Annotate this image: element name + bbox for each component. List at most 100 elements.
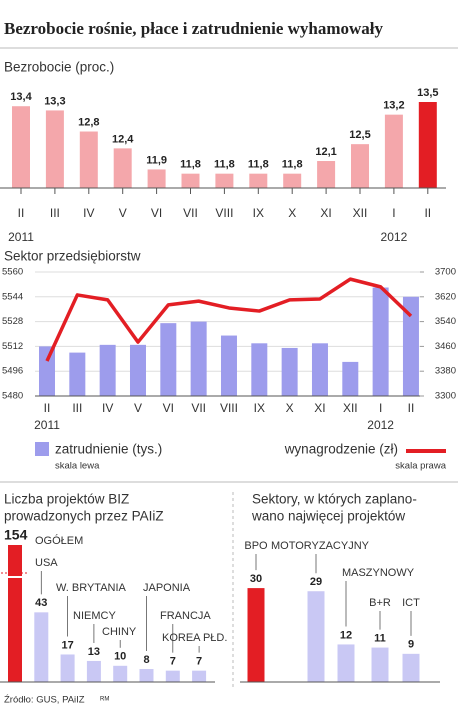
chart-title: Liczba projektów BIZ bbox=[4, 492, 129, 507]
x-tick-label: VIII bbox=[220, 401, 238, 415]
bar bbox=[165, 670, 180, 682]
value-label: 12,8 bbox=[78, 116, 99, 128]
value-label: 8 bbox=[143, 654, 149, 666]
x-tick-label: III bbox=[72, 401, 82, 415]
bar bbox=[79, 131, 98, 188]
bar bbox=[147, 169, 166, 188]
bar bbox=[418, 102, 437, 188]
category-label: ICT bbox=[402, 597, 420, 609]
y2-tick-label: 3380 bbox=[435, 366, 456, 377]
year-label: 2012 bbox=[381, 230, 408, 244]
line bbox=[45, 277, 413, 362]
value-label: 13,3 bbox=[44, 95, 65, 107]
x-tick-label: XII bbox=[353, 206, 368, 220]
value-label: 11,8 bbox=[248, 159, 269, 171]
x-tick-label: X bbox=[288, 206, 296, 220]
value-label: 11,8 bbox=[282, 159, 303, 171]
y2-tick-label: 3460 bbox=[435, 341, 456, 352]
x-tick-label: X bbox=[286, 401, 294, 415]
bar bbox=[249, 173, 268, 188]
value-label: 11,8 bbox=[180, 159, 201, 171]
x-tick-label: XI bbox=[320, 206, 331, 220]
bar bbox=[129, 344, 146, 396]
bar bbox=[371, 647, 389, 682]
bar bbox=[283, 173, 302, 188]
bar bbox=[384, 114, 403, 188]
bar bbox=[86, 660, 101, 682]
x-tick-label: I bbox=[392, 206, 395, 220]
chart-title: prowadzonych przez PAIiZ bbox=[4, 509, 164, 524]
bar bbox=[215, 173, 234, 188]
category-label: BPO bbox=[244, 540, 268, 552]
bar bbox=[342, 361, 359, 396]
value-label: 43 bbox=[35, 597, 47, 609]
value-label: 7 bbox=[170, 656, 176, 668]
x-tick-label: VIII bbox=[215, 206, 233, 220]
y2-tick-label: 3620 bbox=[435, 291, 456, 302]
x-tick-label: III bbox=[50, 206, 60, 220]
category-label: OGÓŁEM bbox=[35, 534, 83, 547]
bar bbox=[317, 161, 336, 188]
bar bbox=[307, 591, 325, 682]
bar bbox=[160, 323, 177, 396]
legend-note: skala lewa bbox=[55, 461, 100, 472]
bar bbox=[402, 296, 419, 396]
source: Źródło: GUS, PAiIZ bbox=[4, 695, 85, 706]
bar bbox=[181, 173, 200, 188]
y-tick-label: 5480 bbox=[2, 391, 23, 402]
bar bbox=[351, 144, 369, 188]
value-label: 154 bbox=[4, 527, 28, 543]
year-label: 2012 bbox=[367, 418, 394, 432]
y-tick-label: 5560 bbox=[2, 267, 23, 278]
x-tick-label: V bbox=[134, 401, 142, 415]
chart-title: Sektory, w których zaplano- bbox=[252, 492, 417, 507]
legend-note: skala prawa bbox=[395, 461, 446, 472]
category-label: FRANCJA bbox=[160, 610, 211, 622]
value-label: 12 bbox=[340, 629, 352, 641]
y2-tick-label: 3540 bbox=[435, 316, 456, 327]
category-label: CHINY bbox=[102, 626, 137, 638]
y2-tick-label: 3300 bbox=[435, 391, 456, 402]
category-label: MASZYNOWY bbox=[342, 567, 415, 579]
x-tick-label: VI bbox=[163, 401, 174, 415]
x-tick-label: VII bbox=[183, 206, 198, 220]
year-label: 2011 bbox=[8, 230, 34, 244]
y-tick-label: 5496 bbox=[2, 366, 23, 377]
value-label: 12,1 bbox=[315, 146, 336, 158]
bar bbox=[247, 588, 265, 682]
y2-tick-label: 3700 bbox=[435, 267, 456, 278]
value-label: 13,5 bbox=[417, 87, 438, 99]
legend-swatch bbox=[35, 442, 49, 456]
chart-title: wano najwięcej projektów bbox=[251, 509, 405, 524]
category-label: JAPONIA bbox=[143, 582, 191, 594]
bar bbox=[311, 343, 328, 396]
bar bbox=[39, 346, 55, 396]
x-tick-label: XII bbox=[343, 401, 358, 415]
bar bbox=[99, 344, 116, 396]
bar bbox=[113, 148, 132, 188]
value-label: 13,4 bbox=[10, 91, 32, 103]
year-label: 2011 bbox=[34, 418, 60, 432]
bar bbox=[113, 665, 128, 682]
title: Bezrobocie rośnie, płace i zatrudnienie … bbox=[4, 19, 384, 38]
bar bbox=[281, 347, 298, 396]
bar bbox=[45, 110, 64, 188]
bar bbox=[12, 106, 30, 188]
chart-title: Sektor przedsiębiorstw bbox=[4, 249, 141, 264]
category-label: W. BRYTANIA bbox=[56, 582, 127, 594]
category-label: MOTORYZACYJNY bbox=[271, 540, 370, 552]
bar bbox=[34, 612, 49, 682]
x-tick-label: II bbox=[424, 206, 431, 220]
value-label: 11,8 bbox=[214, 159, 235, 171]
value-label: 12,4 bbox=[112, 133, 134, 145]
category-label: USA bbox=[35, 557, 58, 569]
y-tick-label: 5512 bbox=[2, 341, 23, 352]
value-label: 10 bbox=[114, 651, 126, 663]
x-tick-label: IV bbox=[102, 401, 113, 415]
x-tick-label: II bbox=[18, 206, 25, 220]
bar bbox=[251, 343, 268, 396]
y-tick-label: 5528 bbox=[2, 316, 23, 327]
bar bbox=[190, 321, 207, 396]
value-label: 9 bbox=[408, 639, 414, 651]
